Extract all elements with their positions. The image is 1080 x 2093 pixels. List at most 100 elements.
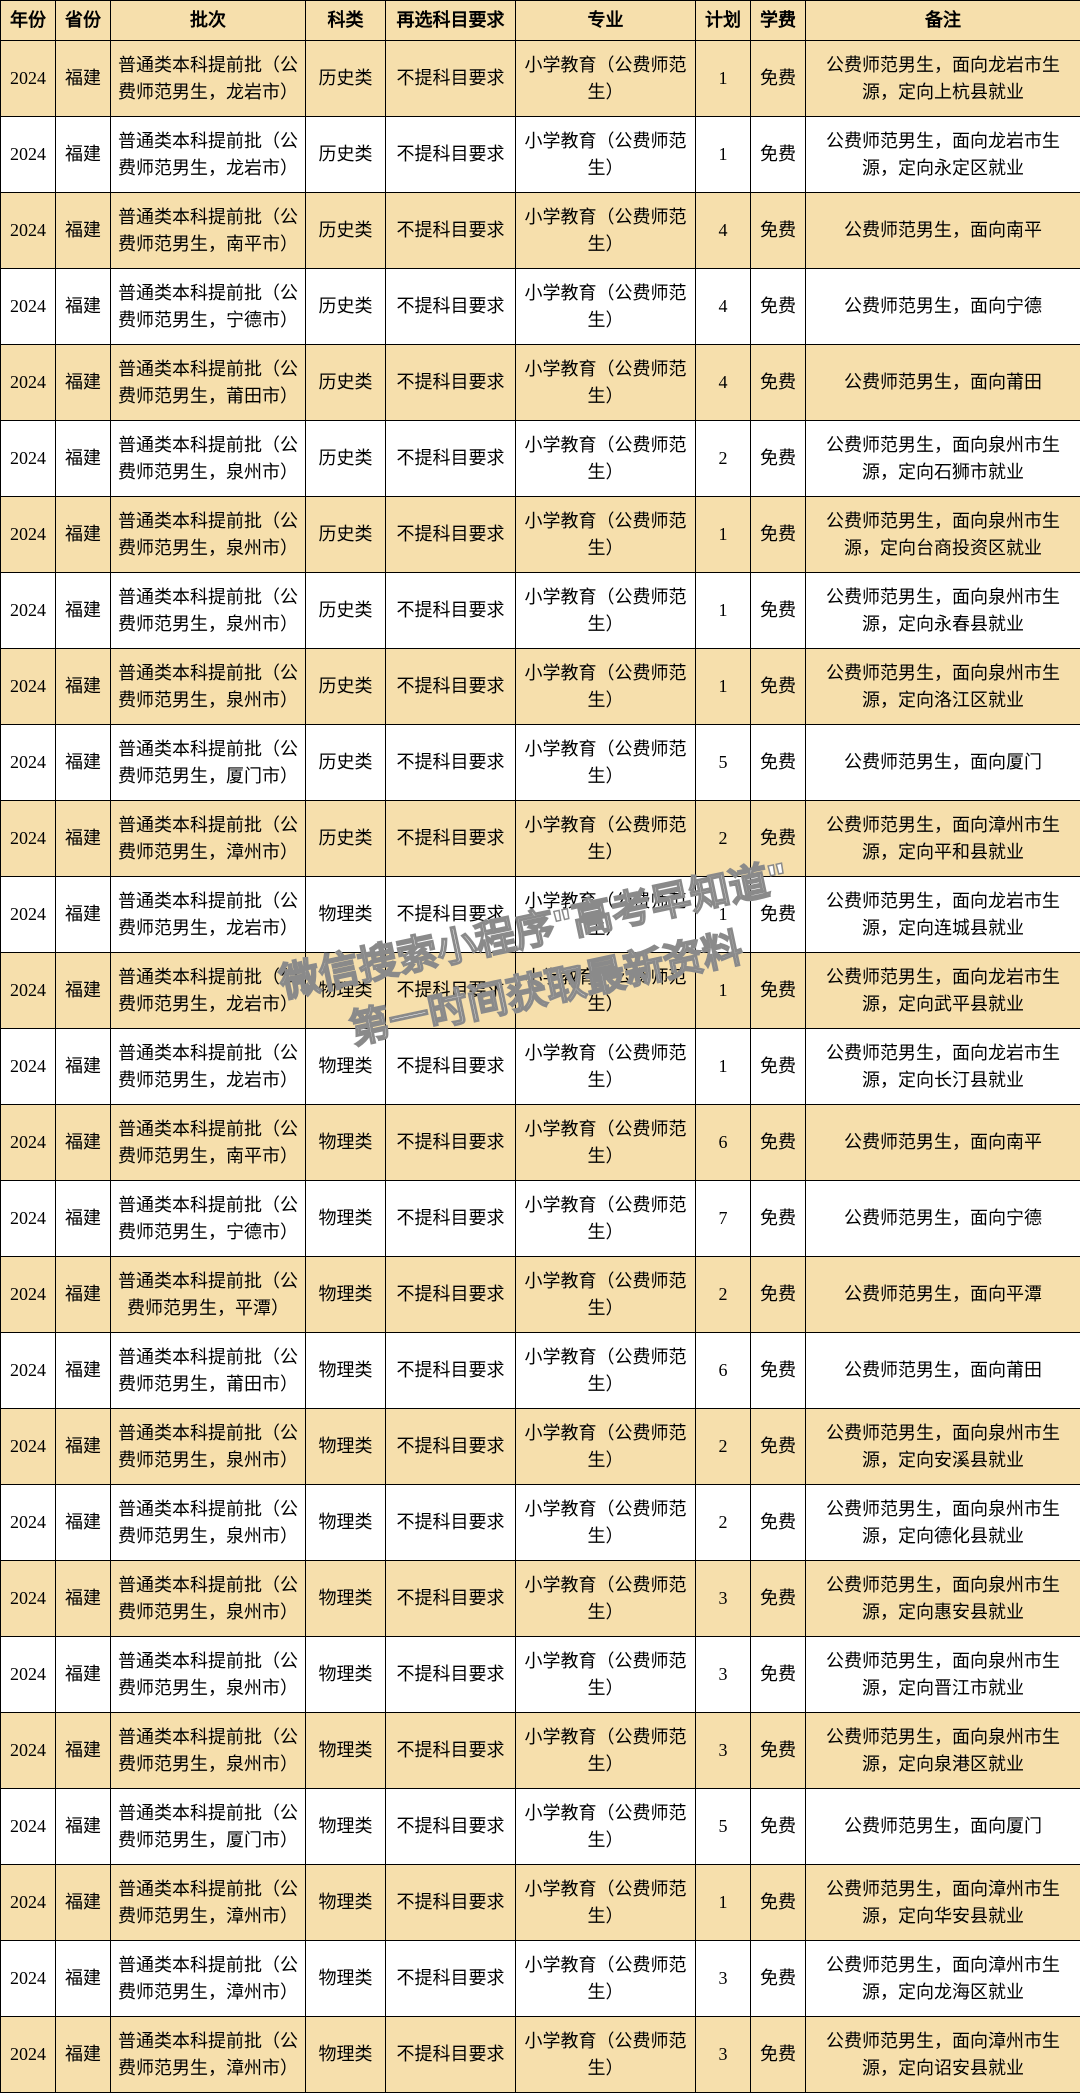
table-row: 2024福建普通类本科提前批（公费师范男生，龙岩市）历史类不提科目要求小学教育（… (1, 41, 1080, 117)
table-cell: 小学教育（公费师范生） (516, 1713, 696, 1789)
table-cell: 不提科目要求 (386, 1789, 516, 1865)
table-cell: 公费师范男生，面向龙岩市生源，定向长汀县就业 (806, 1029, 1080, 1105)
table-cell: 福建 (56, 1789, 111, 1865)
table-cell: 物理类 (306, 1561, 386, 1637)
table-cell: 公费师范男生，面向宁德 (806, 1181, 1080, 1257)
table-cell: 2 (696, 1257, 751, 1333)
table-cell: 普通类本科提前批（公费师范男生，泉州市） (111, 1561, 306, 1637)
table-cell: 小学教育（公费师范生） (516, 649, 696, 725)
table-cell: 3 (696, 1637, 751, 1713)
table-cell: 福建 (56, 573, 111, 649)
table-cell: 免费 (751, 193, 806, 269)
table-cell: 2024 (1, 1637, 56, 1713)
table-cell: 不提科目要求 (386, 1865, 516, 1941)
table-cell: 2024 (1, 1485, 56, 1561)
table-cell: 小学教育（公费师范生） (516, 421, 696, 497)
table-cell: 免费 (751, 1789, 806, 1865)
table-cell: 公费师范男生，面向漳州市生源，定向龙海区就业 (806, 1941, 1080, 2017)
table-cell: 2024 (1, 1333, 56, 1409)
table-cell: 普通类本科提前批（公费师范男生，泉州市） (111, 1637, 306, 1713)
table-cell: 福建 (56, 269, 111, 345)
table-row: 2024福建普通类本科提前批（公费师范男生，龙岩市）物理类不提科目要求小学教育（… (1, 953, 1080, 1029)
table-cell: 4 (696, 345, 751, 421)
table-cell: 免费 (751, 877, 806, 953)
table-cell: 历史类 (306, 573, 386, 649)
table-cell: 免费 (751, 573, 806, 649)
table-cell: 免费 (751, 953, 806, 1029)
table-cell: 福建 (56, 1865, 111, 1941)
column-header: 科类 (306, 1, 386, 41)
table-cell: 免费 (751, 1637, 806, 1713)
table-cell: 公费师范男生，面向泉州市生源，定向永春县就业 (806, 573, 1080, 649)
table-cell: 物理类 (306, 877, 386, 953)
table-cell: 不提科目要求 (386, 1561, 516, 1637)
table-row: 2024福建普通类本科提前批（公费师范男生，宁德市）物理类不提科目要求小学教育（… (1, 1181, 1080, 1257)
table-cell: 普通类本科提前批（公费师范男生，龙岩市） (111, 117, 306, 193)
table-row: 2024福建普通类本科提前批（公费师范男生，泉州市）历史类不提科目要求小学教育（… (1, 573, 1080, 649)
table-cell: 小学教育（公费师范生） (516, 1561, 696, 1637)
table-cell: 福建 (56, 1257, 111, 1333)
table-cell: 小学教育（公费师范生） (516, 1029, 696, 1105)
column-header: 批次 (111, 1, 306, 41)
table-cell: 普通类本科提前批（公费师范男生，莆田市） (111, 345, 306, 421)
table-cell: 普通类本科提前批（公费师范男生，平潭） (111, 1257, 306, 1333)
table-cell: 普通类本科提前批（公费师范男生，宁德市） (111, 269, 306, 345)
table-cell: 物理类 (306, 1637, 386, 1713)
table-header: 年份省份批次科类再选科目要求专业计划学费备注 (1, 1, 1080, 41)
table-cell: 1 (696, 953, 751, 1029)
table-cell: 普通类本科提前批（公费师范男生，泉州市） (111, 1409, 306, 1485)
table-cell: 福建 (56, 1941, 111, 2017)
table-cell: 福建 (56, 1333, 111, 1409)
table-cell: 2024 (1, 421, 56, 497)
table-cell: 小学教育（公费师范生） (516, 1789, 696, 1865)
table-cell: 公费师范男生，面向莆田 (806, 345, 1080, 421)
table-cell: 小学教育（公费师范生） (516, 1865, 696, 1941)
table-cell: 2024 (1, 269, 56, 345)
table-cell: 福建 (56, 193, 111, 269)
table-cell: 普通类本科提前批（公费师范男生，南平市） (111, 193, 306, 269)
table-cell: 小学教育（公费师范生） (516, 1637, 696, 1713)
table-row: 2024福建普通类本科提前批（公费师范男生，泉州市）物理类不提科目要求小学教育（… (1, 1561, 1080, 1637)
table-cell: 2024 (1, 1789, 56, 1865)
table-cell: 物理类 (306, 1789, 386, 1865)
table-row: 2024福建普通类本科提前批（公费师范男生，泉州市）物理类不提科目要求小学教育（… (1, 1637, 1080, 1713)
table-cell: 福建 (56, 1561, 111, 1637)
table-cell: 免费 (751, 1713, 806, 1789)
table-cell: 物理类 (306, 1181, 386, 1257)
table-cell: 2 (696, 801, 751, 877)
table-cell: 普通类本科提前批（公费师范男生，泉州市） (111, 421, 306, 497)
table-cell: 小学教育（公费师范生） (516, 1941, 696, 2017)
table-cell: 小学教育（公费师范生） (516, 1105, 696, 1181)
table-cell: 2 (696, 1485, 751, 1561)
table-cell: 6 (696, 1333, 751, 1409)
table-cell: 公费师范男生，面向泉州市生源，定向安溪县就业 (806, 1409, 1080, 1485)
table-cell: 免费 (751, 421, 806, 497)
table-cell: 小学教育（公费师范生） (516, 1257, 696, 1333)
table-cell: 1 (696, 573, 751, 649)
table-cell: 福建 (56, 801, 111, 877)
table-cell: 普通类本科提前批（公费师范男生，莆田市） (111, 1333, 306, 1409)
table-row: 2024福建普通类本科提前批（公费师范男生，龙岩市）物理类不提科目要求小学教育（… (1, 877, 1080, 953)
table-cell: 免费 (751, 1409, 806, 1485)
table-cell: 普通类本科提前批（公费师范男生，漳州市） (111, 1941, 306, 2017)
table-cell: 免费 (751, 345, 806, 421)
table-cell: 7 (696, 1181, 751, 1257)
table-cell: 2 (696, 1409, 751, 1485)
table-cell: 小学教育（公费师范生） (516, 1333, 696, 1409)
header-row: 年份省份批次科类再选科目要求专业计划学费备注 (1, 1, 1080, 41)
table-cell: 3 (696, 1713, 751, 1789)
table-cell: 福建 (56, 649, 111, 725)
table-cell: 免费 (751, 497, 806, 573)
column-header: 备注 (806, 1, 1080, 41)
table-cell: 公费师范男生，面向莆田 (806, 1333, 1080, 1409)
table-cell: 历史类 (306, 725, 386, 801)
table-cell: 免费 (751, 1941, 806, 2017)
table-cell: 普通类本科提前批（公费师范男生，龙岩市） (111, 877, 306, 953)
table-cell: 福建 (56, 117, 111, 193)
table-cell: 不提科目要求 (386, 497, 516, 573)
table-cell: 小学教育（公费师范生） (516, 117, 696, 193)
table-row: 2024福建普通类本科提前批（公费师范男生，漳州市）历史类不提科目要求小学教育（… (1, 801, 1080, 877)
table-cell: 小学教育（公费师范生） (516, 497, 696, 573)
table-row: 2024福建普通类本科提前批（公费师范男生，泉州市）历史类不提科目要求小学教育（… (1, 649, 1080, 725)
column-header: 再选科目要求 (386, 1, 516, 41)
